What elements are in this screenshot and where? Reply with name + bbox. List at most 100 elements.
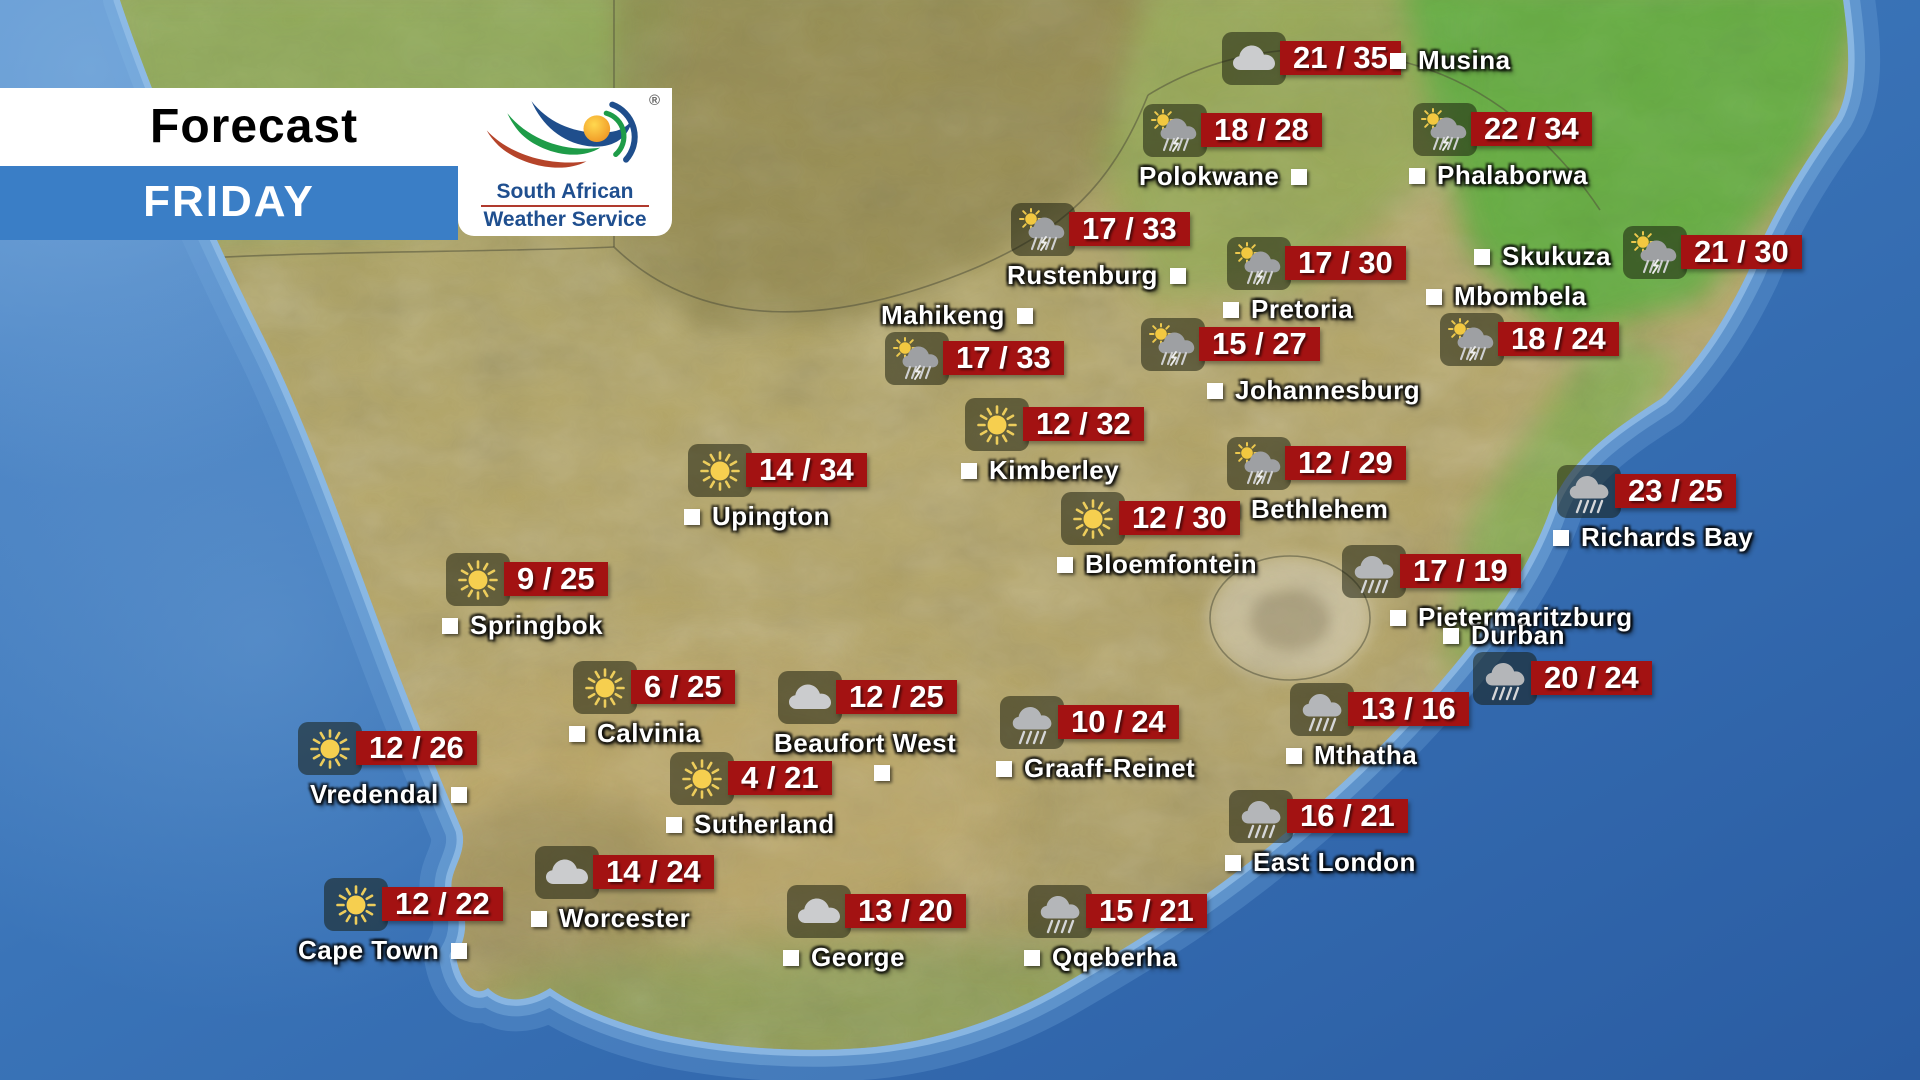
- weather-icon-tile: [1143, 104, 1207, 157]
- saws-logo-text: South African Weather Service: [458, 180, 672, 232]
- city-name: Qqeberha: [1052, 942, 1178, 972]
- city-label: Mthatha: [1286, 740, 1417, 771]
- weather-icon-tile: [1011, 203, 1075, 256]
- city-label: Sutherland: [666, 809, 835, 840]
- city-marker-bullet: [442, 618, 458, 634]
- city-label: Polokwane: [1139, 161, 1308, 192]
- weather-icon-tile: [778, 671, 842, 724]
- city-label: Mbombela: [1426, 281, 1587, 312]
- city-marker-bullet: [1553, 530, 1569, 546]
- rain-icon: [1008, 701, 1056, 745]
- city-name: Beaufort West: [774, 728, 957, 758]
- saws-logo-icon: [486, 101, 638, 168]
- saws-org-line1: South African: [496, 180, 634, 203]
- weather-icon-tile: [298, 722, 362, 775]
- city-marker-bullet: [783, 950, 799, 966]
- city-marker-bullet: [1057, 557, 1073, 573]
- city-name: Graaff-Reinet: [1024, 753, 1196, 783]
- city-name: George: [811, 942, 906, 972]
- storm-icon: [1019, 208, 1067, 252]
- city-marker-bullet: [1286, 748, 1302, 764]
- temp-badge: 12 / 26: [356, 731, 477, 765]
- city-label: Bloemfontein: [1057, 549, 1257, 580]
- weather-icon-tile: [885, 332, 949, 385]
- temp-badge: 13 / 16: [1348, 692, 1469, 726]
- temp-badge: 14 / 34: [746, 453, 867, 487]
- city-marker-bullet: [874, 765, 890, 781]
- rain-icon: [1481, 657, 1529, 701]
- saws-org-line2: Weather Service: [483, 208, 647, 231]
- storm-icon: [1235, 442, 1283, 486]
- city-label: Phalaborwa: [1409, 160, 1588, 191]
- city-name: Phalaborwa: [1437, 160, 1588, 190]
- temp-badge: 4 / 21: [728, 761, 832, 795]
- city-label: Beaufort West: [774, 728, 956, 759]
- city-marker-bullet: [569, 726, 585, 742]
- city-name: Worcester: [559, 903, 691, 933]
- city-name: Johannesburg: [1235, 375, 1421, 405]
- city-marker-bullet: [1207, 383, 1223, 399]
- temp-badge: 12 / 29: [1285, 446, 1406, 480]
- saws-logo-box: ® South African Weather Service: [458, 88, 672, 236]
- city-marker-bullet: [1223, 302, 1239, 318]
- city-label: Cape Town: [298, 935, 468, 966]
- city-label: Pretoria: [1223, 294, 1353, 325]
- temp-badge: 20 / 24: [1531, 661, 1652, 695]
- city-marker-bullet: [1390, 610, 1406, 626]
- cloudy-icon: [795, 890, 843, 934]
- weather-icon-tile: [324, 878, 388, 931]
- sunny-icon: [678, 757, 726, 801]
- city-label: Calvinia: [569, 718, 701, 749]
- city-label: George: [783, 942, 905, 973]
- city-marker-bullet: [1443, 628, 1459, 644]
- weather-icon-tile: [1028, 885, 1092, 938]
- city-label: Musina: [1390, 45, 1511, 76]
- cloudy-icon: [543, 851, 591, 895]
- city-label: Springbok: [442, 610, 603, 641]
- temp-badge: 12 / 22: [382, 887, 503, 921]
- temp-badge: 12 / 32: [1023, 407, 1144, 441]
- city-name: Cape Town: [298, 935, 440, 965]
- weather-icon-tile: [573, 661, 637, 714]
- weather-icon-tile: [1000, 696, 1064, 749]
- temp-badge: 22 / 34: [1471, 112, 1592, 146]
- city-name: Polokwane: [1139, 161, 1280, 191]
- temp-badge: 14 / 24: [593, 855, 714, 889]
- city-marker-bullet: [450, 787, 467, 803]
- weather-icon-tile: [965, 398, 1029, 451]
- temp-badge: 12 / 30: [1119, 501, 1240, 535]
- city-label: Upington: [684, 501, 830, 532]
- city-name: Skukuza: [1502, 241, 1611, 271]
- rain-icon: [1036, 890, 1084, 934]
- city-marker-bullet: [1291, 169, 1308, 185]
- city-name: Mthatha: [1314, 740, 1418, 770]
- temp-badge: 10 / 24: [1058, 705, 1179, 739]
- temp-badge: 18 / 24: [1498, 322, 1619, 356]
- city-label: Rustenburg: [1007, 260, 1186, 291]
- weather-icon-tile: [1229, 790, 1293, 843]
- city-marker-bullet: [1016, 308, 1033, 324]
- weather-icon-tile: [1557, 465, 1621, 518]
- temp-badge: 17 / 19: [1400, 554, 1521, 588]
- temp-badge: 15 / 27: [1199, 327, 1320, 361]
- sunny-icon: [454, 558, 502, 602]
- city-label: Kimberley: [961, 455, 1119, 486]
- temp-badge: 15 / 21: [1086, 894, 1207, 928]
- storm-icon: [1151, 109, 1199, 153]
- city-name: Musina: [1418, 45, 1511, 75]
- city-name: Bethlehem: [1251, 494, 1389, 524]
- weather-icon-tile: [1413, 103, 1477, 156]
- city-name: Upington: [712, 501, 831, 531]
- city-marker-bullet: [1474, 249, 1490, 265]
- sunny-icon: [973, 403, 1021, 447]
- city-marker-bullet: [1169, 268, 1186, 284]
- city-label: Johannesburg: [1207, 375, 1420, 406]
- weather-icon-tile: [688, 444, 752, 497]
- weather-icon-tile: [1222, 32, 1286, 85]
- city-name: Calvinia: [597, 718, 701, 748]
- city-name: Mahikeng: [881, 300, 1005, 330]
- city-label: Richards Bay: [1553, 522, 1753, 553]
- temp-badge: 18 / 28: [1201, 113, 1322, 147]
- storm-icon: [1448, 318, 1496, 362]
- city-marker-bullet: [1225, 855, 1241, 871]
